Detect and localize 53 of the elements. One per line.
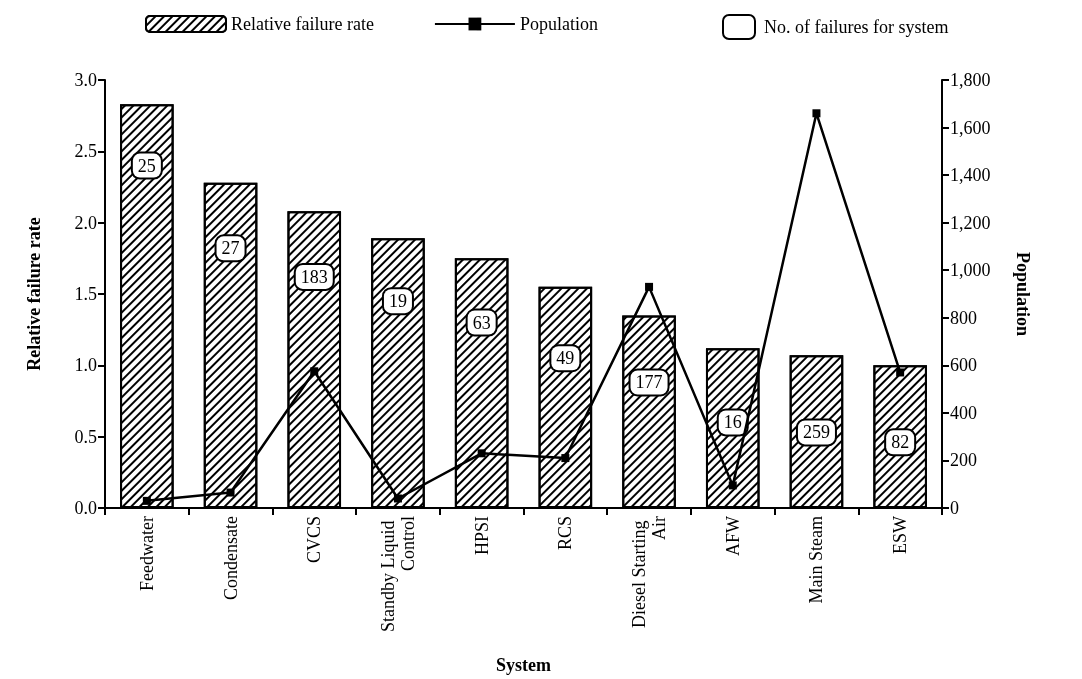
annotation: 49: [556, 348, 575, 369]
y-tick-label: 3.0: [74, 70, 97, 90]
point: [310, 367, 319, 376]
legend-label: Relative failure rate: [231, 14, 374, 34]
x-tick-label: HPSI: [471, 516, 492, 556]
x-tick-label: Diesel Starting Air: [629, 516, 670, 628]
y2-tick-label: 1,800: [950, 70, 991, 90]
y-tick-label: 2.5: [74, 141, 97, 162]
point: [226, 488, 235, 497]
y-tick-label: 2.0: [74, 212, 97, 233]
point: [645, 282, 654, 291]
x-tick-label: ESW: [890, 515, 911, 554]
annotation: 25: [137, 155, 156, 176]
y2-tick-label: 1,200: [950, 212, 991, 233]
y-axis-title: Relative failure rate: [24, 217, 44, 371]
y2-tick-label: 800: [950, 307, 977, 328]
text: No. of failures for system: [764, 16, 949, 38]
annotation: 82: [891, 432, 910, 453]
annotation: 177: [635, 372, 663, 393]
annotation: 259: [802, 422, 830, 443]
annotation: 27: [221, 238, 240, 259]
point: [728, 481, 737, 490]
y2-tick-label: 400: [950, 402, 977, 423]
point: [812, 109, 821, 118]
y-tick-label: 1.5: [74, 284, 97, 304]
y2-tick-label: 1,600: [950, 117, 991, 138]
x-tick-label: CVCS: [304, 516, 325, 564]
x-tick-label: Feedwater: [136, 516, 157, 591]
x-tick-label: RCS: [555, 516, 576, 551]
annotation: 19: [388, 291, 407, 312]
point: [477, 449, 486, 458]
y-tick-label: 0.5: [74, 426, 97, 447]
x-tick-label: Standby Liquid Control: [377, 516, 418, 632]
y2-tick-label: 0: [950, 498, 959, 518]
x-tick-label: AFW: [722, 515, 743, 556]
y2-tick-label: 200: [950, 450, 977, 471]
point: [896, 368, 905, 377]
y-tick-label: 1.0: [74, 355, 97, 376]
annotation: 183: [300, 266, 328, 287]
y2-tick-label: 1,400: [950, 165, 991, 186]
annotation: 63: [472, 312, 491, 333]
point: [393, 494, 402, 503]
y-tick-label: 0.0: [74, 498, 97, 518]
y2-tick-label: 600: [950, 355, 977, 376]
x-tick-label: Main Steam: [806, 516, 827, 604]
point: [561, 454, 570, 463]
point: [142, 496, 151, 505]
annotation: 16: [723, 412, 742, 433]
y2-tick-label: 1,000: [950, 260, 991, 281]
y2-axis-title: Population: [1013, 251, 1033, 337]
legend-label: Population: [519, 14, 598, 34]
x-axis-title: System: [496, 655, 551, 675]
x-tick-label: Condensate: [220, 515, 241, 600]
